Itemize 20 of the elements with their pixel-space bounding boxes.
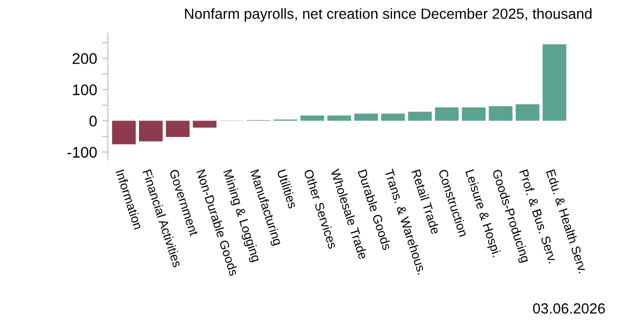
bar <box>516 104 540 121</box>
bar <box>488 106 512 121</box>
chart-title: Nonfarm payrolls, net creation since December 2025, thousand <box>185 8 592 22</box>
bar <box>542 44 566 121</box>
bar <box>138 120 163 142</box>
text: 03.06.2026 <box>533 303 605 314</box>
y-tick-label: 0 <box>89 116 97 126</box>
bar <box>166 120 190 138</box>
bar <box>434 107 459 121</box>
y-tick-label: -100 <box>67 146 97 158</box>
bar <box>408 112 432 121</box>
bar <box>327 115 352 121</box>
y-tick-label: 200 <box>72 53 97 64</box>
bar <box>381 114 405 121</box>
bar <box>354 114 378 121</box>
bar <box>192 120 216 128</box>
bar <box>300 115 324 121</box>
y-tick-label: 100 <box>73 84 97 96</box>
bar <box>112 120 136 144</box>
bar <box>462 107 486 121</box>
